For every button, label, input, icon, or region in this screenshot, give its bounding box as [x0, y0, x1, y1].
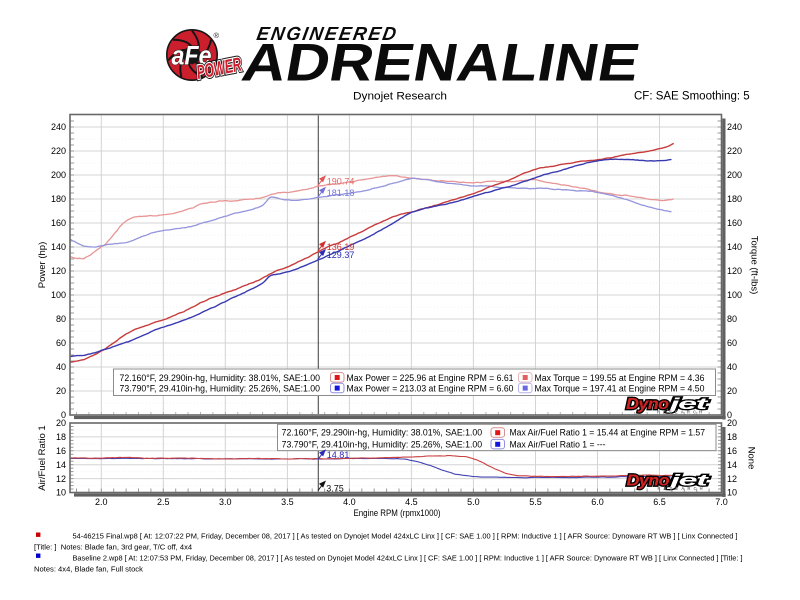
svg-text:10: 10	[727, 488, 737, 498]
svg-text:None: None	[746, 447, 757, 470]
svg-text:[Title: ] Notes: Blade fan, 3: [Title: ] Notes: Blade fan, 3rd gear, T/…	[34, 542, 192, 551]
svg-text:5.5: 5.5	[529, 497, 542, 507]
svg-text:20: 20	[56, 418, 66, 428]
svg-text:Dyno: Dyno	[626, 396, 669, 413]
svg-text:140: 140	[727, 242, 742, 252]
svg-text:14: 14	[727, 460, 737, 470]
svg-text:16: 16	[727, 446, 737, 456]
svg-text:4.0: 4.0	[343, 497, 356, 507]
svg-text:60: 60	[727, 338, 737, 348]
svg-text:ADRENALINE: ADRENALINE	[238, 34, 644, 93]
svg-text:40: 40	[56, 362, 66, 372]
svg-text:120: 120	[51, 266, 66, 276]
svg-text:140: 140	[51, 242, 66, 252]
svg-text:Max Power = 225.96 at Engine R: Max Power = 225.96 at Engine RPM = 6.61	[347, 373, 514, 383]
svg-text:ENGINEERED: ENGINEERED	[255, 24, 400, 45]
svg-text:RESEARCH: RESEARCH	[657, 410, 705, 415]
svg-text:80: 80	[56, 314, 66, 324]
svg-text:Notes: 4x4, Blade fan, Full st: Notes: 4x4, Blade fan, Full stock	[34, 564, 143, 573]
svg-text:20: 20	[727, 418, 737, 428]
svg-text:RESEARCH: RESEARCH	[658, 486, 706, 491]
svg-text:0: 0	[727, 410, 732, 420]
svg-text:Dyno: Dyno	[626, 396, 669, 413]
svg-text:Max Torque = 199.55 at Engine: Max Torque = 199.55 at Engine RPM = 4.36	[535, 373, 705, 383]
svg-text:Dyno: Dyno	[627, 473, 670, 490]
svg-text:6.0: 6.0	[591, 497, 604, 507]
svg-text:Max Torque = 197.41 at Engine: Max Torque = 197.41 at Engine RPM = 4.50	[535, 384, 705, 394]
svg-text:aFe: aFe	[172, 41, 212, 71]
svg-text:14.81: 14.81	[327, 450, 350, 460]
svg-text:Dynojet Research: Dynojet Research	[353, 91, 447, 103]
svg-text:16: 16	[56, 446, 66, 456]
svg-text:18: 18	[56, 432, 66, 442]
svg-text:20: 20	[727, 386, 737, 396]
svg-text:3.75: 3.75	[326, 484, 344, 494]
svg-text:6.5: 6.5	[653, 497, 666, 507]
svg-text:Baseline 2.wp8 [ At: 12:07:53: Baseline 2.wp8 [ At: 12:07:53 PM, Friday…	[73, 553, 743, 562]
svg-text:Max Air/Fuel Ratio 1 = 15.44 a: Max Air/Fuel Ratio 1 = 15.44 at Engine R…	[510, 428, 706, 438]
svg-text:Max Air/Fuel Ratio 1 = ---: Max Air/Fuel Ratio 1 = ---	[510, 439, 606, 449]
svg-text:180: 180	[51, 194, 66, 204]
svg-text:CF: SAE Smoothing: 5: CF: SAE Smoothing: 5	[634, 91, 750, 103]
svg-text:14: 14	[56, 460, 66, 470]
svg-text:jet: jet	[666, 473, 709, 490]
svg-text:240: 240	[727, 122, 742, 132]
svg-text:Dyno: Dyno	[627, 473, 670, 490]
svg-text:220: 220	[727, 146, 742, 156]
svg-text:5.0: 5.0	[467, 497, 480, 507]
svg-text:18: 18	[727, 432, 737, 442]
svg-text:160: 160	[727, 218, 742, 228]
svg-text:Torque (ft-lbs): Torque (ft-lbs)	[749, 236, 760, 295]
svg-text:Power (hp): Power (hp)	[37, 242, 48, 288]
svg-text:40: 40	[727, 362, 737, 372]
svg-text:7.0: 7.0	[715, 497, 728, 507]
svg-text:3.5: 3.5	[281, 497, 294, 507]
svg-text:180: 180	[727, 194, 742, 204]
svg-text:200: 200	[727, 170, 742, 180]
svg-text:3.0: 3.0	[219, 497, 232, 507]
svg-text:73.790°F, 29.410in-hg, Humidit: 73.790°F, 29.410in-hg, Humidity: 25.26%,…	[282, 439, 483, 449]
svg-text:4.5: 4.5	[405, 497, 418, 507]
svg-text:12: 12	[727, 474, 737, 484]
svg-text:20: 20	[56, 386, 66, 396]
svg-text:jet: jet	[666, 396, 709, 413]
svg-text:72.160°F, 29.290in-hg, Humidit: 72.160°F, 29.290in-hg, Humidity: 38.01%,…	[120, 373, 321, 383]
svg-text:54-46215 Final.wp8 [ At: 12:07: 54-46215 Final.wp8 [ At: 12:07:22 PM, Fr…	[73, 531, 738, 540]
svg-text:jet: jet	[666, 473, 709, 490]
svg-text:Air/Fuel Ratio 1: Air/Fuel Ratio 1	[37, 425, 48, 490]
svg-text:12: 12	[56, 474, 66, 484]
svg-text:100: 100	[51, 290, 66, 300]
svg-text:160: 160	[51, 218, 66, 228]
svg-text:80: 80	[727, 314, 737, 324]
svg-text:72.160°F, 29.290in-hg, Humidit: 72.160°F, 29.290in-hg, Humidity: 38.01%,…	[282, 428, 483, 438]
svg-text:190.74: 190.74	[327, 177, 355, 187]
svg-text:60: 60	[56, 338, 66, 348]
svg-text:220: 220	[51, 146, 66, 156]
svg-text:®: ®	[214, 31, 220, 40]
svg-text:2.5: 2.5	[157, 497, 170, 507]
svg-text:129.37: 129.37	[327, 250, 355, 260]
svg-text:Engine RPM (rpmx1000): Engine RPM (rpmx1000)	[354, 508, 441, 519]
svg-text:10: 10	[56, 488, 66, 498]
svg-text:73.790°F, 29.410in-hg, Humidit: 73.790°F, 29.410in-hg, Humidity: 25.26%,…	[120, 384, 321, 394]
svg-text:2.0: 2.0	[95, 497, 108, 507]
svg-text:136.19: 136.19	[327, 242, 355, 252]
svg-text:240: 240	[51, 122, 66, 132]
svg-text:200: 200	[51, 170, 66, 180]
svg-text:100: 100	[727, 290, 742, 300]
svg-text:120: 120	[727, 266, 742, 276]
svg-text:181.18: 181.18	[327, 188, 355, 198]
svg-text:0: 0	[61, 410, 66, 420]
svg-text:Max Power = 213.03 at Engine R: Max Power = 213.03 at Engine RPM = 6.60	[347, 384, 514, 394]
svg-text:jet: jet	[666, 396, 709, 413]
